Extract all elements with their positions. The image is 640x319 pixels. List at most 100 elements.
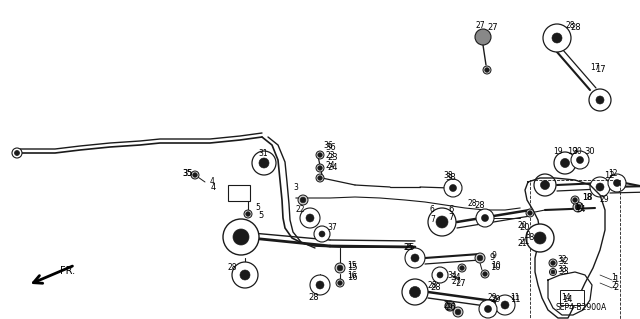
Circle shape	[310, 275, 330, 295]
Text: 29: 29	[488, 293, 498, 302]
Circle shape	[501, 301, 509, 309]
Text: 38: 38	[443, 172, 452, 181]
Text: 28: 28	[570, 23, 580, 32]
Text: 28: 28	[565, 20, 575, 29]
Text: 32: 32	[557, 255, 566, 263]
Circle shape	[571, 196, 579, 204]
Text: 10: 10	[490, 263, 500, 272]
Text: 11: 11	[510, 294, 520, 303]
Circle shape	[577, 157, 584, 164]
Circle shape	[428, 208, 456, 236]
Text: 5: 5	[255, 203, 260, 211]
Text: 16: 16	[347, 271, 356, 280]
Circle shape	[405, 248, 425, 268]
Circle shape	[575, 204, 580, 210]
Text: 30: 30	[572, 146, 582, 155]
Text: 27: 27	[455, 279, 466, 288]
Text: 37: 37	[327, 222, 337, 232]
Text: 14: 14	[562, 295, 573, 305]
Text: 15: 15	[347, 262, 356, 271]
Text: 21: 21	[519, 238, 529, 247]
Circle shape	[551, 261, 556, 265]
Text: 2: 2	[613, 284, 618, 293]
Text: 4: 4	[210, 177, 215, 187]
Circle shape	[481, 214, 488, 221]
Text: 7: 7	[430, 216, 435, 225]
Text: 27: 27	[487, 23, 498, 32]
Text: 7: 7	[448, 213, 453, 222]
Circle shape	[252, 151, 276, 175]
Circle shape	[319, 231, 325, 237]
Text: 20: 20	[517, 221, 527, 231]
Circle shape	[561, 159, 570, 167]
FancyBboxPatch shape	[560, 290, 584, 305]
Circle shape	[526, 209, 534, 217]
Text: 28: 28	[228, 263, 237, 272]
Text: 10: 10	[491, 262, 500, 271]
Text: 23: 23	[327, 153, 338, 162]
Text: 26: 26	[443, 300, 452, 309]
Circle shape	[316, 281, 324, 289]
Text: 8: 8	[526, 231, 531, 240]
Text: 23: 23	[326, 152, 335, 160]
Text: SEP4-B2900A: SEP4-B2900A	[555, 303, 606, 313]
Text: 5: 5	[258, 211, 263, 219]
Circle shape	[402, 279, 428, 305]
Circle shape	[589, 89, 611, 111]
Circle shape	[571, 151, 589, 169]
Text: 18: 18	[582, 192, 591, 202]
Text: 38: 38	[445, 174, 456, 182]
Circle shape	[481, 270, 489, 278]
Text: 14: 14	[574, 204, 584, 212]
Text: 3: 3	[293, 183, 298, 192]
Text: 21: 21	[517, 240, 527, 249]
Circle shape	[259, 158, 269, 168]
Circle shape	[476, 209, 494, 227]
Text: 19: 19	[567, 147, 577, 157]
Circle shape	[318, 166, 322, 170]
Text: 11: 11	[510, 293, 520, 301]
Circle shape	[549, 259, 557, 267]
Text: 6: 6	[448, 205, 453, 214]
Text: 34: 34	[450, 273, 461, 283]
Circle shape	[460, 266, 464, 270]
Circle shape	[432, 267, 448, 283]
Circle shape	[335, 263, 345, 273]
Text: 27: 27	[475, 21, 484, 31]
Text: 30: 30	[584, 147, 595, 157]
Circle shape	[244, 210, 252, 218]
Circle shape	[477, 255, 483, 261]
Circle shape	[191, 171, 199, 179]
Text: 25: 25	[404, 243, 415, 253]
Circle shape	[449, 184, 456, 191]
Text: 26: 26	[445, 302, 456, 311]
Text: 16: 16	[347, 273, 358, 283]
Text: 29: 29	[490, 295, 500, 305]
Text: 33: 33	[557, 264, 567, 273]
Circle shape	[300, 197, 306, 203]
Circle shape	[608, 174, 626, 192]
Circle shape	[233, 229, 249, 245]
Text: 15: 15	[347, 263, 358, 272]
Text: 29: 29	[600, 196, 610, 204]
Text: 19: 19	[553, 146, 563, 155]
Circle shape	[316, 164, 324, 172]
Text: 17: 17	[595, 65, 605, 75]
Circle shape	[596, 183, 604, 191]
Text: 32: 32	[558, 256, 568, 265]
Circle shape	[193, 173, 197, 177]
Circle shape	[541, 181, 550, 189]
Circle shape	[300, 208, 320, 228]
Circle shape	[437, 272, 443, 278]
Circle shape	[543, 24, 571, 52]
Text: 28: 28	[308, 293, 319, 301]
Text: 28: 28	[468, 198, 477, 207]
Text: 9: 9	[490, 254, 495, 263]
Circle shape	[436, 216, 448, 228]
Circle shape	[455, 309, 461, 315]
Text: 31: 31	[258, 149, 268, 158]
Circle shape	[484, 306, 492, 313]
Text: 8: 8	[528, 233, 533, 241]
Circle shape	[444, 179, 462, 197]
Circle shape	[528, 211, 532, 215]
